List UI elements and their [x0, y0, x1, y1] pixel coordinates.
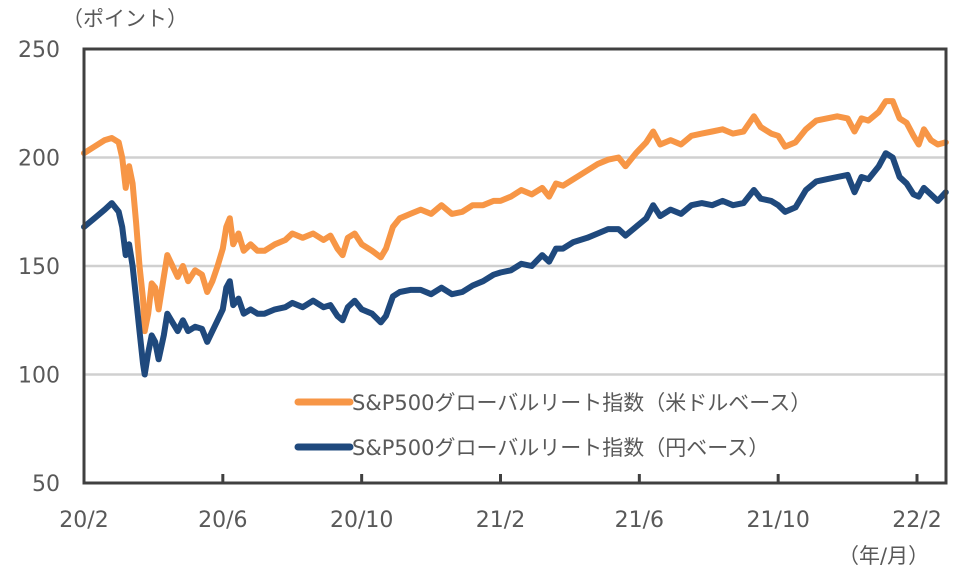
legend: S&P500グローバルリート指数（米ドルベース） S&P500グローバルリート指…	[294, 391, 811, 460]
y-axis-unit-label: （ポイント）	[62, 7, 188, 31]
x-tick-label: 20/10	[330, 508, 393, 533]
x-tick-label: 21/2	[476, 508, 525, 533]
series-line-usd	[81, 98, 949, 335]
x-tick-label: 21/10	[746, 508, 809, 533]
x-axis-unit-label: （年/月）	[838, 544, 929, 568]
y-tick-label: 200	[18, 147, 60, 172]
series-line-jpy	[81, 150, 949, 378]
y-tick-label: 50	[32, 472, 60, 497]
x-tick-label: 22/2	[892, 508, 941, 533]
legend-label-usd: S&P500グローバルリート指数（米ドルベース）	[352, 391, 811, 415]
x-tick-label: 20/6	[198, 508, 247, 533]
y-tick-label: 250	[18, 38, 60, 63]
x-tick-label: 21/6	[615, 508, 664, 533]
y-tick-label: 150	[18, 255, 60, 280]
y-tick-label: 100	[18, 364, 60, 389]
plot-frame	[82, 47, 948, 485]
legend-label-jpy: S&P500グローバルリート指数（円ベース）	[352, 436, 769, 460]
x-tick-label: 20/2	[59, 508, 108, 533]
